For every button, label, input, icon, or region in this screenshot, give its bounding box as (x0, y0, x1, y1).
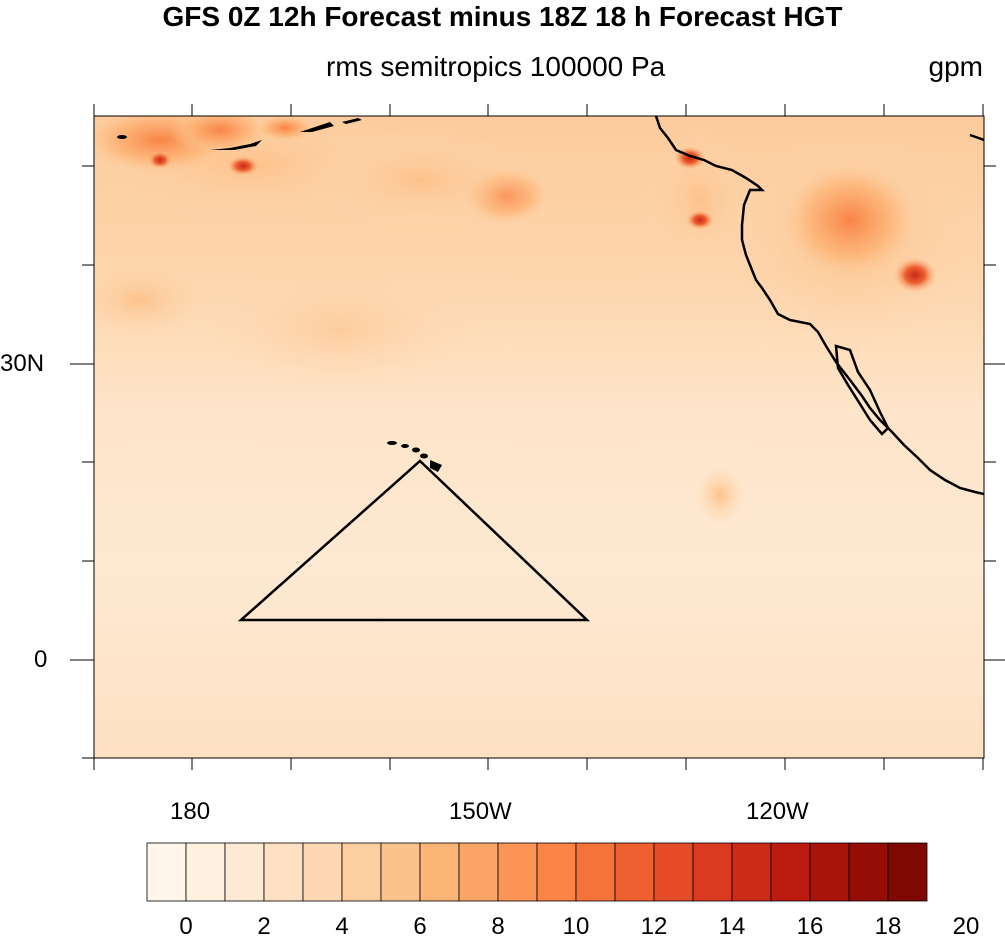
colorbar-swatch (731, 842, 772, 902)
colorbar-swatch (224, 842, 265, 902)
coastlines (654, 116, 984, 496)
plot-title: GFS 0Z 12h Forecast minus 18Z 18 h Forec… (162, 1, 843, 32)
colorbar-swatch (692, 842, 733, 902)
colorbar-swatch (146, 842, 187, 902)
colorbar-swatch (419, 842, 460, 902)
colorbar-swatch (653, 842, 694, 902)
units-label: gpm (928, 51, 983, 82)
colorbar-swatch (770, 842, 811, 902)
colorbar-label: 20 (952, 913, 980, 940)
colorbar-label: 18 (874, 913, 902, 940)
islands (117, 118, 442, 472)
colorbar-swatch (458, 842, 499, 902)
lat-label-0: 0 (34, 646, 48, 673)
colorbar-label: 8 (491, 913, 505, 940)
colorbar-swatch (497, 842, 538, 902)
colorbar (146, 842, 928, 902)
colorbar-label: 0 (179, 913, 193, 940)
colorbar-label: 4 (335, 913, 349, 940)
colorbar-label: 12 (640, 913, 668, 940)
colorbar-label: 6 (413, 913, 427, 940)
colorbar-swatch (809, 842, 850, 902)
colorbar-swatch (263, 842, 304, 902)
colorbar-swatch (848, 842, 889, 902)
colorbar-swatch (887, 842, 928, 902)
colorbar-label: 10 (562, 913, 590, 940)
lon-label-180: 180 (170, 798, 211, 825)
rms-field (94, 116, 984, 758)
colorbar-swatch (302, 842, 343, 902)
plot-subtitle: rms semitropics 100000 Pa (326, 51, 666, 82)
lon-label-120w: 120W (746, 798, 809, 825)
axis-ticks (70, 104, 1005, 770)
lon-label-150w: 150W (449, 798, 512, 825)
colorbar-label: 2 (257, 913, 271, 940)
colorbar-swatch (185, 842, 226, 902)
region-triangle (237, 459, 591, 622)
colorbar-swatch (380, 842, 421, 902)
colorbar-swatch (341, 842, 382, 902)
colorbar-swatch (536, 842, 577, 902)
lat-label-30n: 30N (0, 350, 45, 377)
map-frame (93, 115, 985, 759)
colorbar-swatch (614, 842, 655, 902)
colorbar-label: 16 (796, 913, 824, 940)
colorbar-label: 14 (718, 913, 746, 940)
colorbar-swatch (575, 842, 616, 902)
